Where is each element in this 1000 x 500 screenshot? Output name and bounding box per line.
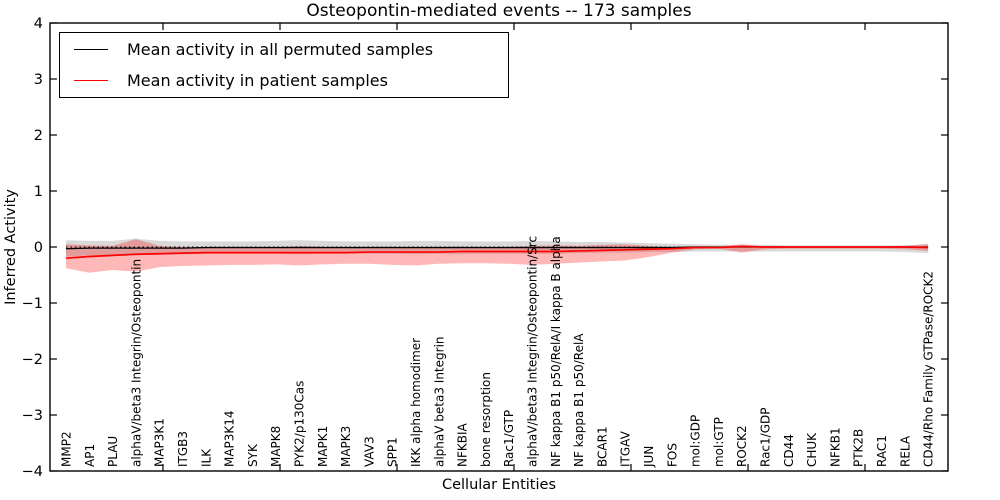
x-category-label: NFKB1 [828,427,842,467]
x-category-label: VAV3 [362,436,376,467]
x-category-label: alphaV/beta3 Integrin/Osteopontin [129,259,143,467]
x-category-label: mol:GDP [689,415,703,467]
x-category-label: NF kappa B1 p50/RelA/I kappa B alpha [549,236,563,467]
chart-title: Osteopontin-mediated events -- 173 sampl… [306,1,692,21]
y-tick-label: −3 [22,408,43,424]
x-category-label: NFKBIA [456,422,470,467]
x-category-label: mol:GTP [712,417,726,467]
x-category-label: ITGAV [619,430,633,467]
permuted-line-sample-icon [74,48,108,50]
x-category-label: alphaV/beta3 Integrin/Osteopontin/Src [526,236,540,467]
x-category-label: SPP1 [386,437,400,467]
x-category-label: FOS [665,443,679,467]
x-category-label: PYK2/p130Cas [293,381,307,467]
y-tick-label: −1 [22,296,43,312]
y-axis-label: Inferred Activity [3,189,19,305]
x-category-label: RAC1 [875,435,889,467]
x-category-label: MMP2 [60,431,74,467]
x-category-label: JUN [642,446,656,468]
x-category-label: NF kappa B1 p50/RelA [572,333,586,467]
x-category-label: bone resorption [479,372,493,467]
y-tick-label: −2 [22,352,43,368]
x-category-label: IKK alpha homodimer [409,338,423,467]
x-category-label: Rac1/GTP [502,410,516,467]
y-tick-label: −4 [22,464,43,480]
x-axis-label: Cellular Entities [441,477,557,493]
x-category-label: CD44/Rho Family GTPase/ROCK2 [922,271,936,467]
y-tick-label: 0 [34,240,43,256]
legend-label-permuted: Mean activity in all permuted samples [127,39,434,59]
x-category-label: SYK [246,443,260,467]
x-category-label: CHUK [805,432,819,467]
x-category-label: alphaV beta3 Integrin [432,336,446,467]
x-category-label: MAPK3 [339,426,353,467]
x-category-label: PTK2B [852,429,866,467]
y-tick-label: 3 [34,72,43,88]
x-category-label: AP1 [83,444,97,467]
legend-label-patient: Mean activity in patient samples [127,71,388,91]
x-category-label: MAPK8 [269,426,283,467]
x-category-label: MAP3K1 [153,418,167,467]
x-category-label: ILK [199,448,213,467]
y-tick-label: 1 [34,184,43,200]
x-category-label: BCAR1 [595,426,609,467]
patient_mean-line [65,245,929,260]
x-category-label: ROCK2 [735,425,749,467]
x-category-label: Rac1/GDP [759,408,773,467]
x-category-label: CD44 [782,434,796,467]
y-tick-label: 2 [34,128,43,144]
x-category-label: MAP3K14 [223,410,237,467]
legend: Mean activity in all permuted samples Me… [59,32,509,98]
x-category-label: RELA [898,435,912,467]
x-category-label: MAPK1 [316,426,330,467]
patient-line-sample-icon [74,80,108,82]
x-category-label: ITGB3 [176,431,190,467]
legend-item-permuted: Mean activity in all permuted samples [60,34,508,64]
legend-item-patient: Mean activity in patient samples [60,66,508,96]
x-category-label: PLAU [106,436,120,467]
y-tick-label: 4 [34,16,43,32]
